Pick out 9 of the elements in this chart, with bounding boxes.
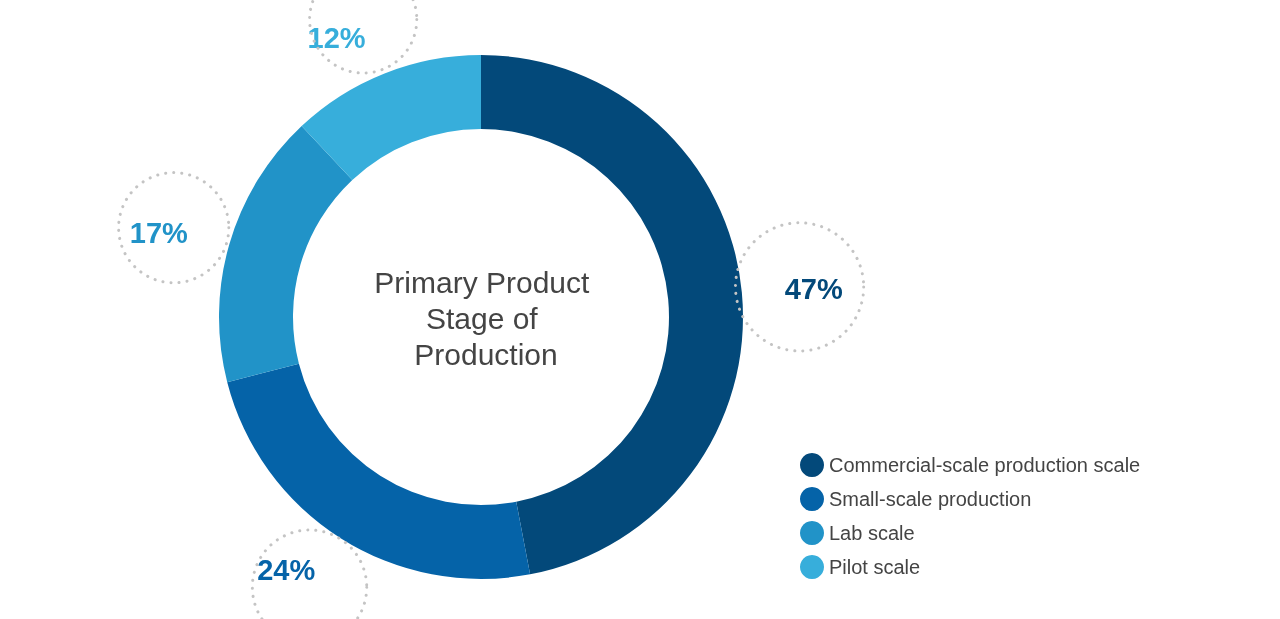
data-label: 24% <box>257 554 316 587</box>
data-label: 17% <box>129 217 189 250</box>
legend-label: Lab scale <box>829 522 915 544</box>
data-label: 47% <box>784 272 843 305</box>
data-label: 12% <box>307 22 366 55</box>
text: Primary Product Stage of Production <box>374 265 598 371</box>
legend-label: Commercial-scale production scale <box>829 454 1141 476</box>
legend-label: Pilot scale <box>829 556 921 578</box>
legend-label: Small-scale production <box>829 488 1032 510</box>
